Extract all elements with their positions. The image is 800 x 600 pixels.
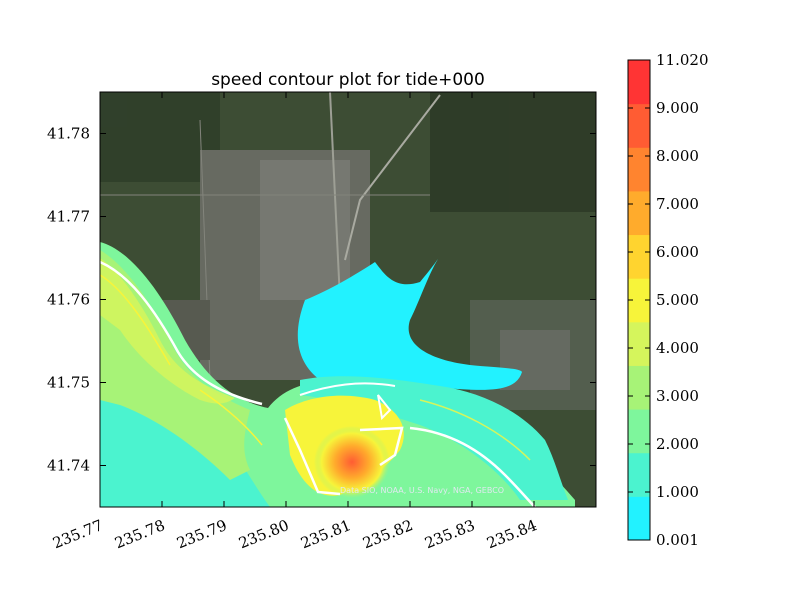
y-axis-ticks: 41.74 41.75 41.76 41.77 41.78 (47, 125, 596, 475)
x-tick-label: 235.81 (298, 516, 353, 552)
colorbar-band (628, 190, 650, 236)
y-tick-label: 41.77 (47, 208, 90, 226)
colorbar-label: 4.000 (656, 339, 699, 357)
x-tick-label: 235.82 (360, 516, 415, 552)
chart-title: speed contour plot for tide+000 (211, 70, 485, 90)
colorbar-label: 8.000 (656, 147, 699, 165)
y-tick-label: 41.78 (47, 125, 90, 143)
colorbar-label: 6.000 (656, 243, 699, 261)
colorbar-band (628, 365, 650, 410)
upper-estuary (297, 256, 522, 390)
basemap-attribution: Data SIO, NOAA, U.S. Navy, NGA, GEBCO (340, 486, 504, 495)
colorbar-label: 1.000 (656, 483, 699, 501)
colorbar-band (628, 321, 650, 366)
colorbar-label: 7.000 (656, 195, 699, 213)
colorbar-label: 2.000 (656, 435, 699, 453)
plot-area: Data SIO, NOAA, U.S. Navy, NGA, GEBCO (100, 92, 596, 507)
x-tick-label: 235.80 (236, 516, 291, 552)
x-tick-label: 235.83 (422, 516, 477, 552)
channel-fast-core (314, 426, 390, 498)
y-tick-label: 41.75 (47, 374, 90, 392)
colorbar-label: 11.020 (656, 51, 709, 69)
contour-lines (100, 260, 536, 507)
colorbar-band (628, 452, 650, 497)
y-tick-label: 41.76 (47, 291, 90, 309)
colorbar-band (628, 409, 650, 454)
x-tick-label: 235.79 (174, 516, 229, 552)
x-tick-label: 235.78 (112, 516, 167, 552)
x-tick-label: 235.84 (484, 516, 539, 552)
colorbar-band (628, 103, 650, 148)
colorbar-band (628, 278, 650, 323)
colorbar-band (628, 496, 650, 541)
colorbar-band (628, 147, 650, 192)
colorbar-band (628, 234, 650, 279)
colorbar-label: 3.000 (656, 387, 699, 405)
colorbar-label: 9.000 (656, 99, 699, 117)
water-band-4to5 (100, 258, 235, 404)
y-tick-label: 41.74 (47, 457, 90, 475)
colorbar-band (628, 60, 650, 105)
colorbar: 0.001 1.000 2.000 3.000 4.000 5.000 6.000 7.000… (627, 51, 709, 549)
x-tick-label: 235.77 (50, 516, 105, 552)
colorbar-label: 0.001 (656, 531, 699, 549)
colorbar-label: 5.000 (656, 291, 699, 309)
